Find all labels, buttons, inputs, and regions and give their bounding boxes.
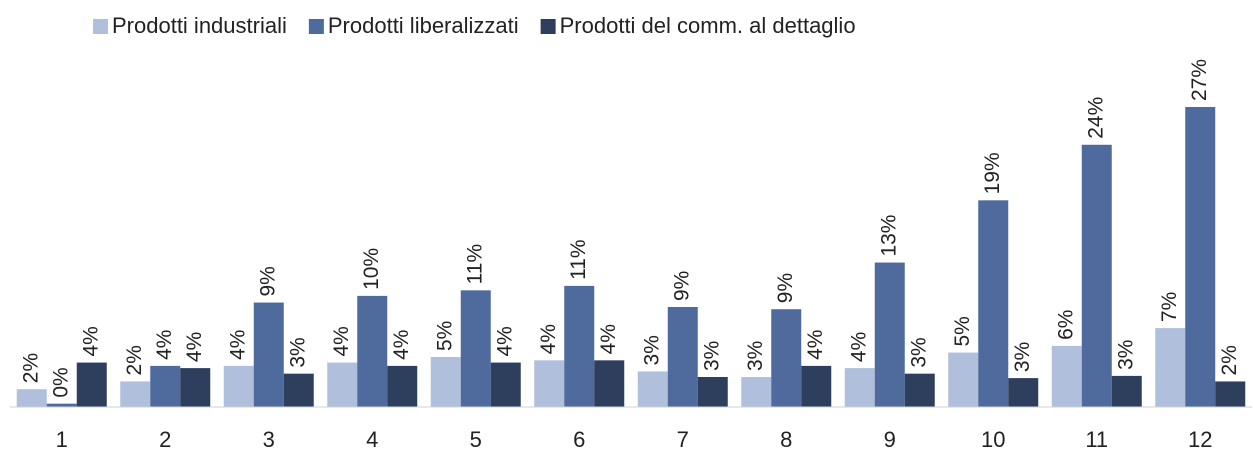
bar bbox=[1081, 144, 1112, 407]
bar bbox=[594, 360, 625, 407]
bar bbox=[76, 362, 107, 407]
value-label: 0% bbox=[49, 367, 72, 397]
value-label: 4% bbox=[804, 330, 827, 360]
x-tick-label: 11 bbox=[1085, 427, 1108, 452]
x-tick-label: 7 bbox=[677, 427, 689, 452]
legend-swatch bbox=[308, 19, 324, 34]
bar bbox=[904, 373, 935, 407]
value-label: 11% bbox=[463, 244, 486, 284]
bar bbox=[948, 352, 979, 407]
value-label: 3% bbox=[640, 335, 663, 365]
bar bbox=[150, 365, 181, 407]
legend-swatch bbox=[93, 19, 108, 34]
x-tick-label: 4 bbox=[366, 427, 378, 452]
x-tick-label: 9 bbox=[884, 427, 896, 452]
value-label: 4% bbox=[226, 330, 249, 360]
value-label: 4% bbox=[847, 332, 870, 362]
value-label: 19% bbox=[981, 152, 1004, 194]
bar bbox=[697, 377, 728, 407]
bar bbox=[1051, 345, 1082, 407]
x-tick-label: 5 bbox=[470, 427, 482, 452]
bar bbox=[120, 381, 151, 407]
value-label: 4% bbox=[390, 330, 413, 360]
bar bbox=[16, 389, 47, 407]
value-label: 5% bbox=[433, 321, 456, 351]
value-label: 3% bbox=[700, 341, 723, 371]
value-label: 2% bbox=[1218, 345, 1241, 375]
value-label: 3% bbox=[286, 337, 309, 367]
bar bbox=[46, 403, 77, 407]
legend-label: Prodotti liberalizzati bbox=[328, 13, 519, 38]
bar bbox=[460, 290, 491, 407]
legend-label: Prodotti del comm. al dettaglio bbox=[560, 13, 856, 38]
value-label: 2% bbox=[19, 353, 42, 383]
value-label: 4% bbox=[537, 324, 560, 354]
bar bbox=[534, 360, 565, 407]
legend-label: Prodotti industriali bbox=[112, 13, 287, 38]
value-label: 3% bbox=[1114, 340, 1137, 370]
value-label: 4% bbox=[493, 326, 516, 356]
value-label: 4% bbox=[597, 324, 620, 354]
bar bbox=[874, 262, 905, 407]
bar bbox=[1215, 381, 1246, 407]
value-label: 24% bbox=[1084, 97, 1107, 139]
value-label: 3% bbox=[1011, 342, 1034, 372]
bar bbox=[844, 368, 875, 407]
value-label: 2% bbox=[123, 345, 146, 375]
x-tick-label: 10 bbox=[981, 427, 1005, 452]
value-label: 4% bbox=[330, 326, 353, 356]
value-label: 11% bbox=[567, 239, 590, 279]
bar bbox=[253, 302, 284, 407]
bar bbox=[180, 368, 211, 407]
value-label: 10% bbox=[360, 248, 383, 290]
x-tick-label: 12 bbox=[1188, 427, 1212, 452]
x-tick-label: 2 bbox=[159, 427, 171, 452]
value-label: 27% bbox=[1188, 59, 1211, 101]
value-label: 5% bbox=[951, 316, 974, 346]
bar bbox=[1155, 328, 1186, 407]
bar bbox=[978, 200, 1009, 407]
x-tick-label: 1 bbox=[56, 427, 68, 452]
bar bbox=[1111, 375, 1142, 407]
value-label: 6% bbox=[1054, 310, 1077, 340]
value-label: 9% bbox=[774, 273, 797, 303]
bar bbox=[771, 309, 802, 407]
value-label: 13% bbox=[877, 215, 900, 257]
bar bbox=[430, 357, 461, 407]
bar bbox=[387, 365, 418, 407]
bar bbox=[327, 362, 358, 407]
legend-swatch bbox=[540, 19, 556, 34]
bar bbox=[1185, 107, 1216, 407]
x-tick-label: 3 bbox=[263, 427, 275, 452]
value-label: 3% bbox=[744, 341, 767, 371]
x-tick-label: 6 bbox=[573, 427, 585, 452]
bar bbox=[564, 285, 595, 407]
bar bbox=[741, 377, 772, 407]
value-label: 9% bbox=[256, 266, 279, 296]
bar bbox=[801, 365, 832, 407]
value-label: 7% bbox=[1158, 292, 1181, 322]
value-label: 4% bbox=[153, 330, 176, 360]
bar bbox=[223, 365, 254, 407]
bar bbox=[490, 362, 521, 407]
value-label: 3% bbox=[907, 337, 930, 367]
x-tick-label: 8 bbox=[780, 427, 792, 452]
bar bbox=[357, 295, 388, 407]
value-label: 9% bbox=[670, 271, 693, 301]
value-label: 4% bbox=[183, 332, 206, 362]
value-label: 4% bbox=[79, 326, 102, 356]
bar bbox=[283, 373, 314, 407]
bar bbox=[667, 307, 698, 407]
bar bbox=[637, 371, 668, 407]
bar bbox=[1008, 378, 1039, 407]
